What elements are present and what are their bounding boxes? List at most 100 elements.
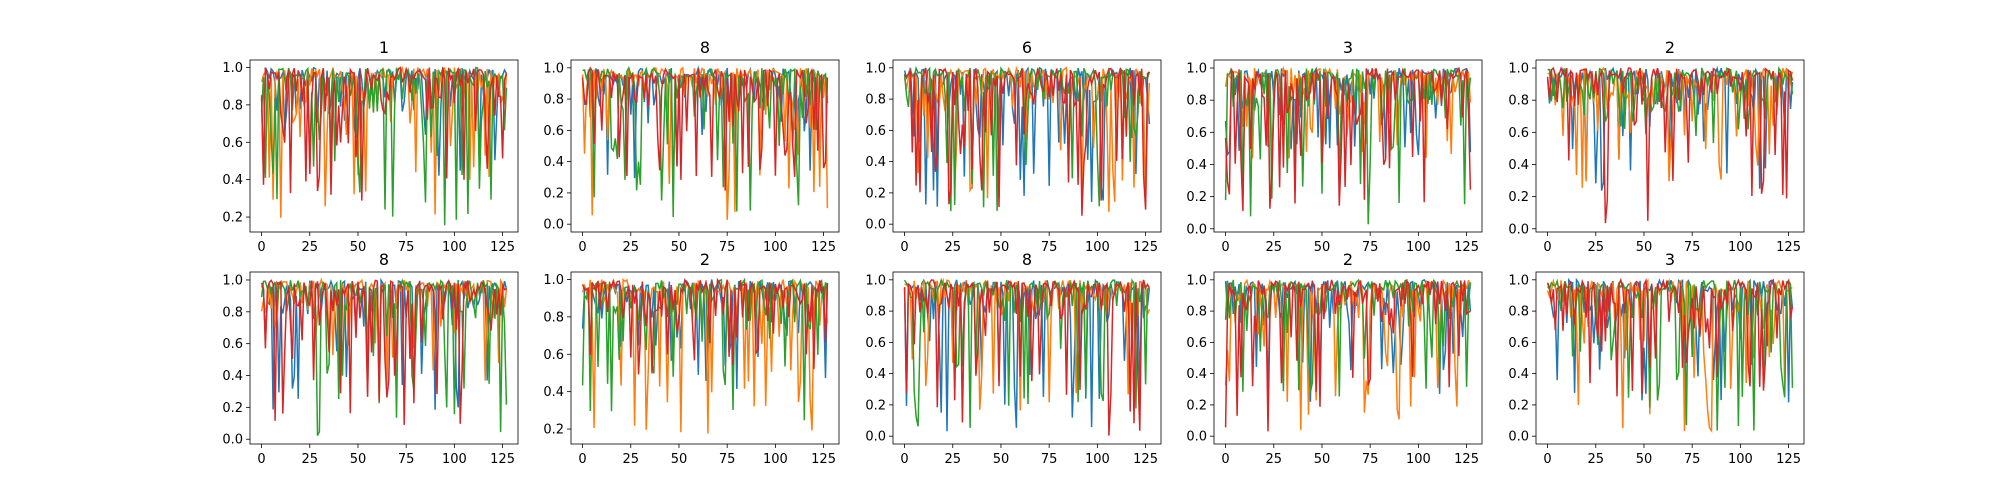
x-tick-label: 0 xyxy=(578,452,586,467)
x-tick-label: 75 xyxy=(1041,452,1058,467)
subplot-title: 8 xyxy=(379,250,389,269)
y-tick-label: 1.0 xyxy=(543,273,564,288)
series-line-2 xyxy=(904,277,1151,411)
x-tick-label: 25 xyxy=(944,240,961,255)
x-tick-label: 0 xyxy=(1543,452,1551,467)
y-tick-label: 0.0 xyxy=(222,433,243,448)
series-line-2 xyxy=(1547,66,1794,188)
y-tick-label: 1.0 xyxy=(1186,273,1207,288)
subplot-title: 2 xyxy=(700,250,710,269)
x-tick-label: 0 xyxy=(1221,452,1229,467)
subplot-9: 0 25 50 75 100 125 0.0 0.2 0.4 0.6 0.8 1.0 2 xyxy=(1186,250,1483,467)
y-tick-label: 0.8 xyxy=(1186,305,1207,320)
y-tick-label: 0.0 xyxy=(1186,430,1207,445)
x-tick-label: 100 xyxy=(442,240,467,255)
subplot-title: 3 xyxy=(1665,250,1675,269)
axes-frame xyxy=(892,271,1162,445)
axes-frame xyxy=(892,59,1162,233)
series-line-4 xyxy=(903,279,1151,436)
y-tick-label: 0.0 xyxy=(865,218,886,233)
y-tick-label: 1.0 xyxy=(865,273,886,288)
x-tick-label: 125 xyxy=(1454,240,1479,255)
x-tick-label: 25 xyxy=(1587,240,1604,255)
y-tick-label: 0.0 xyxy=(865,430,886,445)
y-tick-label: 1.0 xyxy=(222,273,243,288)
x-tick-label: 125 xyxy=(1133,452,1158,467)
x-tick-label: 125 xyxy=(1776,240,1801,255)
subplot-title: 6 xyxy=(1022,38,1032,57)
series-line-4 xyxy=(904,66,1150,216)
y-tick-label: 0.8 xyxy=(1508,94,1529,109)
y-tick-label: 0.6 xyxy=(1186,336,1207,351)
subplot-title: 3 xyxy=(1343,38,1353,57)
axes-frame xyxy=(1535,59,1805,233)
x-tick-label: 50 xyxy=(993,240,1010,255)
y-tick-label: 0.6 xyxy=(865,336,886,351)
subplot-2: 0 25 50 75 100 125 0.0 0.2 0.4 0.6 0.8 1.0 8 xyxy=(543,38,840,255)
series-line-3 xyxy=(903,65,1151,212)
axes-frame xyxy=(249,59,519,233)
y-tick-label: 1.0 xyxy=(1186,62,1207,77)
x-tick-label: 0 xyxy=(900,240,908,255)
x-tick-label: 125 xyxy=(1776,452,1801,467)
subplot-title: 8 xyxy=(700,38,710,57)
x-tick-label: 75 xyxy=(1362,240,1379,255)
x-tick-label: 100 xyxy=(1406,452,1431,467)
y-tick-label: 0.6 xyxy=(543,124,564,139)
y-tick-label: 0.2 xyxy=(1186,190,1207,205)
y-tick-label: 0.2 xyxy=(1508,398,1529,413)
x-tick-label: 25 xyxy=(944,452,961,467)
subplot-1: 0 25 50 75 100 125 0.2 0.4 0.6 0.8 1.0 1 xyxy=(222,38,519,255)
subplot-3: 0 25 50 75 100 125 0.0 0.2 0.4 0.6 0.8 1.0 6 xyxy=(865,38,1162,255)
subplot-title: 1 xyxy=(379,38,389,57)
x-tick-label: 50 xyxy=(1636,240,1653,255)
y-tick-label: 0.4 xyxy=(865,367,886,382)
series-line-4 xyxy=(1546,277,1794,397)
x-tick-label: 75 xyxy=(1684,240,1701,255)
series-line-4 xyxy=(1224,66,1472,212)
x-tick-label: 100 xyxy=(763,452,788,467)
subplot-4: 0 25 50 75 100 125 0.0 0.2 0.4 0.6 0.8 1.0 3 xyxy=(1186,38,1483,255)
series-line-4 xyxy=(260,279,507,425)
y-tick-label: 1.0 xyxy=(543,61,564,76)
axes-frame xyxy=(1213,59,1483,233)
x-tick-label: 50 xyxy=(1636,452,1653,467)
x-tick-label: 75 xyxy=(719,240,736,255)
subplot-8: 0 25 50 75 100 125 0.0 0.2 0.4 0.6 0.8 1.0 8 xyxy=(865,250,1162,467)
y-tick-label: 1.0 xyxy=(1508,273,1529,288)
y-tick-label: 0.6 xyxy=(222,136,243,151)
x-tick-label: 25 xyxy=(301,240,318,255)
subplot-6: 0 25 50 75 100 125 0.0 0.2 0.4 0.6 0.8 1.0 8 xyxy=(222,250,519,467)
y-tick-label: 0.8 xyxy=(1186,94,1207,109)
y-tick-label: 0.6 xyxy=(543,348,564,363)
x-tick-label: 125 xyxy=(1454,452,1479,467)
y-tick-label: 0.0 xyxy=(543,218,564,233)
y-tick-label: 0.4 xyxy=(543,155,564,170)
y-tick-label: 1.0 xyxy=(222,61,243,76)
series-line-1 xyxy=(903,278,1151,432)
subplot-title: 2 xyxy=(1343,250,1353,269)
x-tick-label: 0 xyxy=(257,452,265,467)
y-tick-label: 0.8 xyxy=(543,93,564,108)
x-tick-label: 100 xyxy=(1728,240,1753,255)
x-tick-label: 50 xyxy=(993,452,1010,467)
subplot-7: 0 25 50 75 100 125 0.2 0.4 0.6 0.8 1.0 2 xyxy=(543,250,840,467)
y-tick-label: 1.0 xyxy=(865,61,886,76)
axes-frame xyxy=(570,59,840,233)
y-tick-label: 0.8 xyxy=(865,93,886,108)
series-line-4 xyxy=(581,277,829,375)
subplot-10: 0 25 50 75 100 125 0.0 0.2 0.4 0.6 0.8 1.0 3 xyxy=(1508,250,1805,467)
x-tick-label: 25 xyxy=(1587,452,1604,467)
x-tick-label: 75 xyxy=(1041,240,1058,255)
y-tick-label: 0.2 xyxy=(1186,398,1207,413)
y-tick-label: 0.8 xyxy=(222,98,243,113)
x-tick-label: 0 xyxy=(257,240,265,255)
x-tick-label: 0 xyxy=(900,452,908,467)
axes-frame xyxy=(1535,271,1805,445)
y-tick-label: 0.6 xyxy=(222,337,243,352)
y-tick-label: 0.2 xyxy=(543,186,564,201)
x-tick-label: 75 xyxy=(719,452,736,467)
axes-frame xyxy=(249,271,519,445)
x-tick-label: 75 xyxy=(398,452,415,467)
